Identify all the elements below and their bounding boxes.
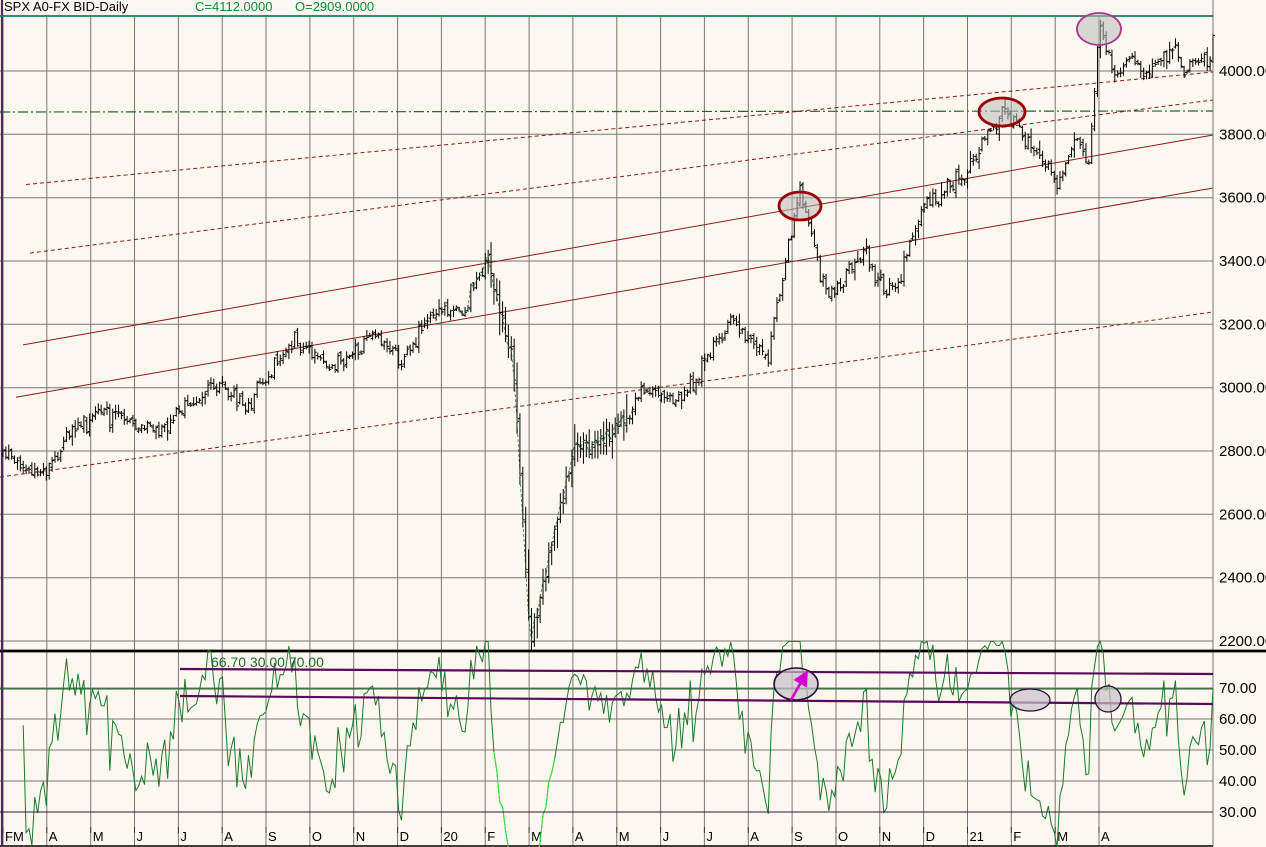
svg-text:4000.00: 4000.00 <box>1219 63 1266 80</box>
svg-text:A: A <box>49 829 58 844</box>
svg-text:3800.00: 3800.00 <box>1219 126 1266 143</box>
svg-text:C=4112.0000: C=4112.0000 <box>195 0 272 14</box>
svg-text:3000.00: 3000.00 <box>1219 380 1266 397</box>
svg-text:M: M <box>619 829 630 844</box>
svg-text:2200.00: 2200.00 <box>1219 633 1266 650</box>
svg-text:F: F <box>1013 829 1021 844</box>
svg-text:O: O <box>312 829 322 844</box>
svg-text:70.00: 70.00 <box>1219 680 1257 697</box>
svg-text:M: M <box>1057 829 1068 844</box>
svg-text:M: M <box>93 829 104 844</box>
svg-text:D: D <box>400 829 409 844</box>
svg-text:21: 21 <box>970 829 984 844</box>
svg-text:D: D <box>926 829 935 844</box>
svg-text:J: J <box>706 829 713 844</box>
svg-text:J: J <box>663 829 670 844</box>
svg-text:20: 20 <box>443 829 457 844</box>
svg-text:N: N <box>356 829 365 844</box>
svg-text:3600.00: 3600.00 <box>1219 190 1266 207</box>
svg-text:J: J <box>180 829 187 844</box>
svg-text:2600.00: 2600.00 <box>1219 506 1266 523</box>
svg-text:A: A <box>224 829 233 844</box>
svg-text:J: J <box>137 829 144 844</box>
svg-text:A: A <box>750 829 759 844</box>
svg-text:S: S <box>794 829 803 844</box>
svg-text:40.00: 40.00 <box>1219 773 1257 790</box>
svg-text:66.70 30.00 70.00: 66.70 30.00 70.00 <box>211 654 324 670</box>
svg-text:S: S <box>268 829 277 844</box>
svg-text:50.00: 50.00 <box>1219 742 1257 759</box>
svg-text:2400.00: 2400.00 <box>1219 570 1266 587</box>
svg-text:3200.00: 3200.00 <box>1219 316 1266 333</box>
svg-text:O=2909.0000: O=2909.0000 <box>295 0 374 14</box>
svg-text:3400.00: 3400.00 <box>1219 253 1266 270</box>
svg-text:O: O <box>838 829 848 844</box>
svg-text:N: N <box>882 829 891 844</box>
svg-text:FM: FM <box>5 829 24 844</box>
svg-text:A: A <box>1101 829 1110 844</box>
svg-text:F: F <box>487 829 495 844</box>
svg-text:60.00: 60.00 <box>1219 711 1257 728</box>
svg-text:SPX A0-FX BID-Daily: SPX A0-FX BID-Daily <box>4 0 129 14</box>
svg-text:A: A <box>575 829 584 844</box>
svg-text:2800.00: 2800.00 <box>1219 443 1266 460</box>
svg-text:30.00: 30.00 <box>1219 804 1257 821</box>
